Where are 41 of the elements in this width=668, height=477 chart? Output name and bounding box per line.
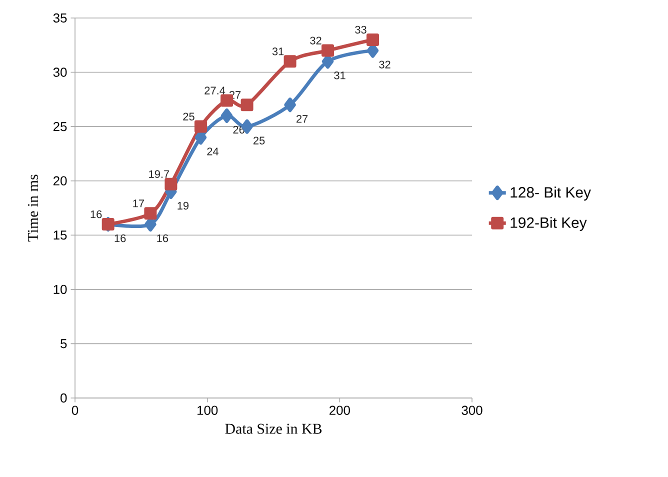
y-tick-label: 0 <box>60 393 67 403</box>
x-tick-label: 300 <box>462 406 482 415</box>
y-tick-label: 5 <box>60 339 67 348</box>
point <box>144 207 157 220</box>
data-label: 16 <box>90 210 102 218</box>
legend-label: 128- Bit Key <box>510 186 591 201</box>
legend-label: 192-Bit Key <box>510 216 587 231</box>
x-tick-label: 0 <box>72 406 78 415</box>
data-label: 25 <box>253 136 265 144</box>
point <box>240 98 254 112</box>
point <box>164 178 178 190</box>
data-label: 19.7 <box>149 170 170 178</box>
x-tick-label: 100 <box>198 406 218 415</box>
data-label: 19 <box>178 202 189 210</box>
y-tick-label: 15 <box>54 230 67 240</box>
point <box>366 33 380 46</box>
point <box>284 55 296 68</box>
data-label: 16 <box>114 234 126 242</box>
data-label: 25 <box>183 112 194 120</box>
data-label: 31 <box>334 72 346 80</box>
y-tick-label: 35 <box>53 13 67 23</box>
y-tick-label: 25 <box>53 122 67 132</box>
data-label: 31 <box>272 48 284 56</box>
data-label: 32 <box>310 36 322 44</box>
point <box>194 120 207 133</box>
y-axis-title: Time in ms <box>28 174 38 242</box>
x-axis-title: Data Size in KB <box>225 424 322 434</box>
data-label: 33 <box>355 26 366 34</box>
data-label: 17 <box>133 200 144 208</box>
point <box>322 44 334 57</box>
x-tick-label: 200 <box>330 406 350 415</box>
data-label: 32 <box>379 60 390 68</box>
data-label: 24 <box>207 148 218 156</box>
data-label: 16 <box>157 234 168 242</box>
y-tick-label: 10 <box>54 284 67 294</box>
point <box>284 98 296 112</box>
y-tick-label: 30 <box>53 68 67 77</box>
data-label: 27 <box>296 115 308 123</box>
point <box>220 108 233 123</box>
data-label: 27.4 <box>204 86 226 94</box>
y-tick-label: 20 <box>53 176 67 186</box>
